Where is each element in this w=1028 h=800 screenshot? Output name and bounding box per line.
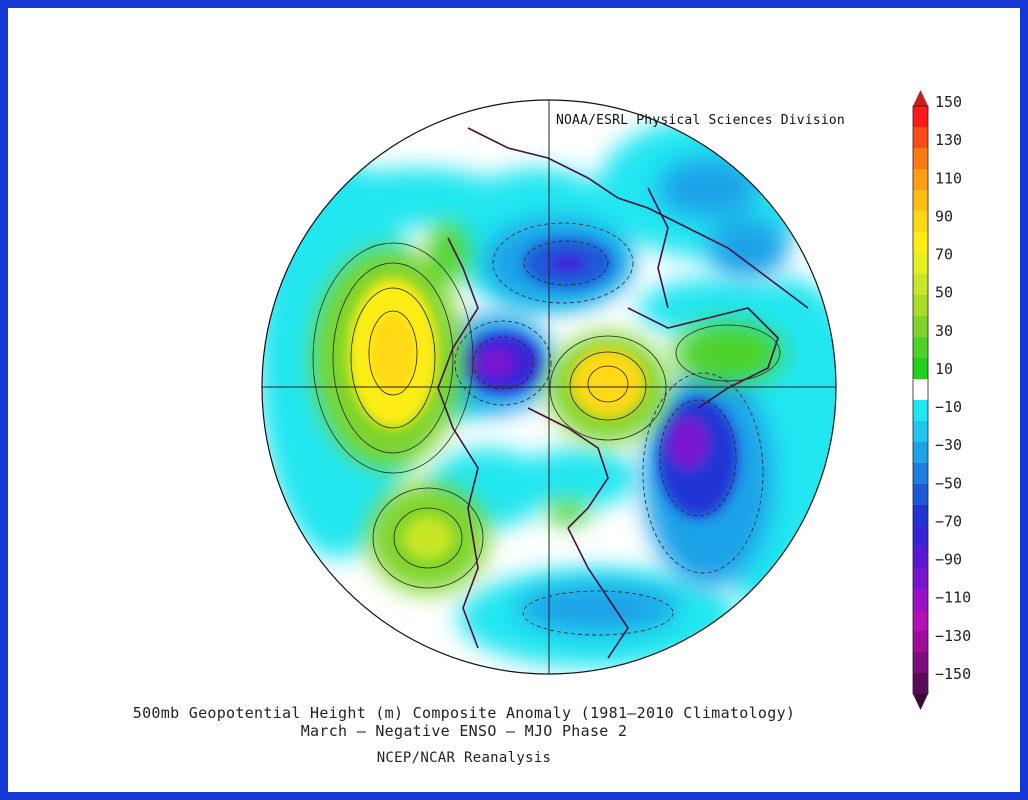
colorbar-bin — [913, 652, 928, 674]
colorbar-bin — [913, 568, 928, 590]
chart-subtitle: March – Negative ENSO – MJO Phase 2 — [300, 722, 628, 740]
colorbar-tick-label: 110 — [935, 169, 962, 187]
colorbar-tick-label: 90 — [935, 207, 953, 225]
colorbar-tick-label: 70 — [935, 246, 953, 264]
colorbar-tick-label: 150 — [935, 93, 962, 111]
colorbar-bin — [913, 505, 928, 527]
polar-anomaly-map: 150 130 110 90 70 50 30 10 −10 −30 −50 −70 −90 −110 −1… — [261, 90, 971, 710]
anomaly-field-strong-positive — [348, 278, 646, 560]
colorbar-tick-label: −70 — [935, 512, 962, 530]
colorbar-bin — [913, 463, 928, 485]
colorbar-bin — [913, 358, 928, 380]
anomaly-field-strong-negative — [465, 238, 738, 518]
colorbar: 150 130 110 90 70 50 30 10 −10 −30 −50 −70 −90 −110 −1… — [912, 90, 971, 710]
colorbar-bin — [913, 211, 928, 233]
colorbar-bin — [913, 316, 928, 338]
colorbar-bin — [913, 295, 928, 317]
colorbar-bin — [913, 253, 928, 275]
colorbar-tick-label: 130 — [935, 131, 962, 149]
coastlines — [437, 127, 809, 659]
colorbar-tick-label: −90 — [935, 551, 962, 569]
colorbar-bin — [913, 190, 928, 212]
colorbar-bin — [913, 526, 928, 548]
colorbar-bin — [913, 127, 928, 149]
figure-frame: 150 130 110 90 70 50 30 10 −10 −30 −50 −70 −90 −110 −1… — [8, 8, 1020, 792]
colorbar-bin — [913, 274, 928, 296]
chart-title: 500mb Geopotential Height (m) Composite … — [132, 704, 796, 722]
colorbar-bin — [913, 379, 928, 401]
colorbar-bin — [913, 169, 928, 191]
colorbar-bin — [913, 337, 928, 359]
colorbar-bin — [913, 442, 928, 464]
colorbar-tick-label: −50 — [935, 474, 962, 492]
colorbar-tick-label: −150 — [935, 665, 971, 683]
data-source: NCEP/NCAR Reanalysis — [376, 750, 552, 766]
colorbar-bin — [913, 610, 928, 632]
colorbar-tick-label: −130 — [935, 627, 971, 645]
colorbar-outline — [912, 105, 929, 695]
colorbar-bin — [913, 232, 928, 254]
colorbar-bin — [913, 421, 928, 443]
colorbar-bin — [913, 484, 928, 506]
colorbar-tick-label: −30 — [935, 436, 962, 454]
colorbar-bin — [913, 631, 928, 653]
colorbar-bottom-arrow — [913, 694, 928, 710]
credit-label: NOAA/ESRL Physical Sciences Division — [556, 113, 845, 128]
colorbar-tick-label: −10 — [935, 398, 962, 416]
colorbar-bin — [913, 148, 928, 170]
contour-lines — [312, 222, 781, 636]
colorbar-bin — [913, 400, 928, 422]
colorbar-bin — [913, 547, 928, 569]
colorbar-bin — [913, 589, 928, 611]
colorbar-bin — [913, 106, 928, 128]
colorbar-tick-label: 50 — [935, 284, 953, 302]
colorbar-tick-label: −110 — [935, 589, 971, 607]
colorbar-top-arrow — [913, 90, 928, 106]
colorbar-bin — [913, 673, 928, 695]
colorbar-tick-label: 30 — [935, 322, 953, 340]
colorbar-tick-label: 10 — [935, 360, 953, 378]
